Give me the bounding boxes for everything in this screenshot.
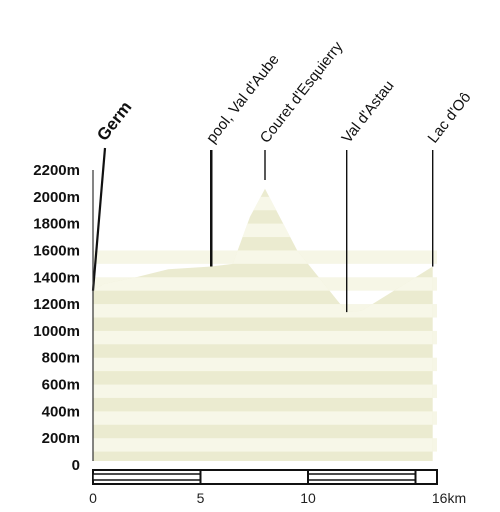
distance-scale-bar	[92, 469, 438, 485]
area-stripe	[93, 304, 433, 318]
scale-bar-segment	[92, 473, 202, 481]
y-tick-label: 1200m	[33, 296, 80, 313]
x-tick-label: 5	[197, 490, 205, 506]
x-axis-ticks: 0 5 10 16km	[89, 490, 466, 506]
area-stripe	[93, 330, 433, 345]
waypoint-label: Germ	[93, 98, 135, 145]
x-tick-label: 10	[300, 490, 316, 506]
x-tick-label: 0	[89, 490, 97, 506]
area-stripe	[93, 357, 433, 372]
waypoint-lines	[91, 147, 434, 313]
waypoint-line	[91, 147, 107, 291]
y-tick-label: 600m	[42, 377, 80, 394]
area-stripe	[93, 438, 433, 452]
y-tick-label: 1400m	[33, 269, 80, 286]
area-stripe	[93, 384, 433, 398]
waypoint-label: Val d'Astau	[338, 77, 397, 146]
y-tick-label: 2200m	[33, 162, 80, 179]
y-tick-label: 2000m	[33, 189, 80, 206]
y-axis-ticks: 0 200m 400m 600m 800m 1000m 1200m 1400m 1600m 180…	[33, 162, 80, 474]
waypoint-label: Lac d'Oô	[424, 89, 474, 146]
y-tick-label: 0	[72, 457, 80, 474]
y-tick-label: 800m	[42, 350, 80, 367]
y-tick-label: 200m	[42, 430, 80, 447]
area-stripe	[93, 223, 433, 238]
x-tick-label: 16km	[432, 490, 466, 506]
y-tick-label: 1600m	[33, 242, 80, 259]
y-tick-label: 1000m	[33, 323, 80, 340]
y-tick-label: 400m	[42, 403, 80, 420]
y-tick-label: 1800m	[33, 216, 80, 233]
area-stripe	[93, 196, 433, 211]
area-stripe	[93, 411, 433, 425]
scale-bar-segment	[307, 473, 417, 481]
